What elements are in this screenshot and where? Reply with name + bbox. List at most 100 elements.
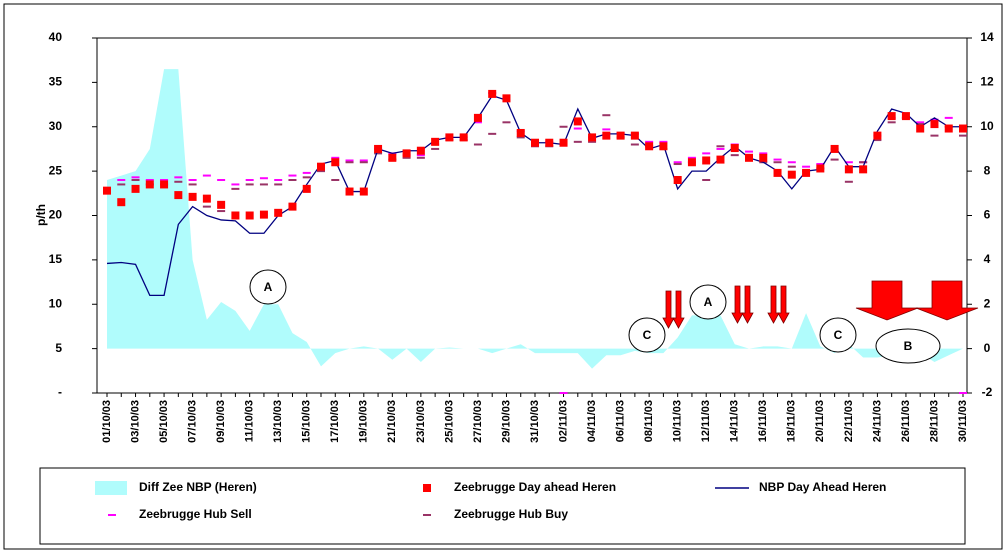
marker [602,131,611,140]
marker [331,158,340,167]
x-tick-label: 27/10/03 [472,400,484,443]
marker [302,184,311,193]
annotation-circle [875,328,941,364]
marker [374,144,383,153]
marker [202,194,211,203]
x-tick-label: 02/11/03 [557,400,569,442]
x-tick-label: 09/10/03 [215,400,227,443]
marker [730,144,739,153]
marker [145,180,154,189]
legend-box [39,467,966,545]
marker [959,124,967,133]
marker [545,138,554,147]
x-tick-label: 12/11/03 [700,400,712,442]
marker [830,144,839,153]
marker [802,168,811,177]
arrows [662,280,979,329]
x-tick-label: 06/11/03 [615,400,627,442]
x-tick-label: 26/11/03 [900,400,912,442]
legend-label: Zeebrugge Hub Sell [139,507,252,521]
x-tick-label: 31/10/03 [529,400,541,443]
marker [816,164,825,173]
y-tick-label: 40 [49,30,63,44]
y-tick-label: - [58,385,62,399]
y-tick-label: 15 [49,252,63,266]
marker [901,112,910,121]
annotation: A [704,295,713,309]
y2-tick-label: 14 [980,30,994,44]
marker [402,149,411,158]
marker [103,186,111,195]
marker [616,131,625,140]
marker [630,131,639,140]
x-tick-label: 18/11/03 [786,400,798,442]
y-tick-label: 25 [49,163,63,177]
marker [844,165,853,174]
marker [673,176,682,184]
marker [217,200,226,209]
x-tick-label: 11/10/03 [244,400,256,442]
marker [716,155,725,164]
x-tick-label: 21/10/03 [386,400,398,443]
marker [559,138,568,147]
legend-label: Zeebrugge Hub Buy [454,507,568,521]
y-tick-label: 20 [49,208,63,222]
x-tick-label: 13/10/03 [272,400,284,443]
marker [787,170,796,179]
y2-tick-label: 8 [984,163,991,177]
legend-label: NBP Day Ahead Heren [759,480,886,494]
x-tick-label: 29/10/03 [500,400,512,443]
marker [359,187,368,196]
marker [388,153,397,162]
x-tick-label: 30/11/03 [957,400,969,442]
y2-tick-label: 4 [984,252,991,266]
marker [416,146,425,155]
marker [174,191,183,200]
x-tick-label: 23/10/03 [415,400,427,443]
marker [317,162,325,171]
marker [759,153,768,162]
x-tick-label: 08/11/03 [643,400,655,442]
marker [930,120,939,129]
legend-label: Zeebrugge Day ahead Heren [454,480,616,494]
marker [916,124,925,133]
x-tick-label: 01/10/03 [101,400,113,443]
marker [160,180,169,189]
marker [473,113,482,122]
marker [188,192,197,201]
marker [345,187,354,196]
marker [531,138,539,147]
annotation: C [643,328,652,342]
marker [773,168,782,177]
marker [944,124,953,133]
marker [117,198,126,207]
annotation: B [904,339,913,353]
marker [274,208,283,217]
marker [231,211,240,220]
annotation: C [834,328,843,342]
marker [887,112,896,121]
marker [131,184,140,193]
x-tick-label: 07/10/03 [187,400,199,443]
legend-label: Diff Zee NBP (Heren) [139,480,257,494]
x-tick-label: 05/10/03 [158,400,170,443]
x-tick-label: 10/11/03 [672,400,684,442]
x-tick-label: 20/11/03 [814,400,826,442]
annotation-circle [628,317,666,353]
annotation-circle [689,284,727,320]
y2-tick-label: 6 [984,208,991,222]
marker [488,89,497,98]
y-axis-label: p/th [34,204,48,226]
marker [859,165,868,174]
y2-tick-label: 0 [984,341,991,355]
x-tick-label: 22/11/03 [843,400,855,442]
y-tick-label: 35 [49,75,63,89]
annotation-circle [249,269,287,305]
marker [459,133,468,142]
x-tick-label: 25/10/03 [443,400,455,443]
y-tick-label: 30 [49,119,63,133]
marker [659,142,668,151]
marker [516,128,525,137]
x-tick-label: 15/10/03 [301,400,313,443]
y2-tick-label: 10 [980,119,994,133]
